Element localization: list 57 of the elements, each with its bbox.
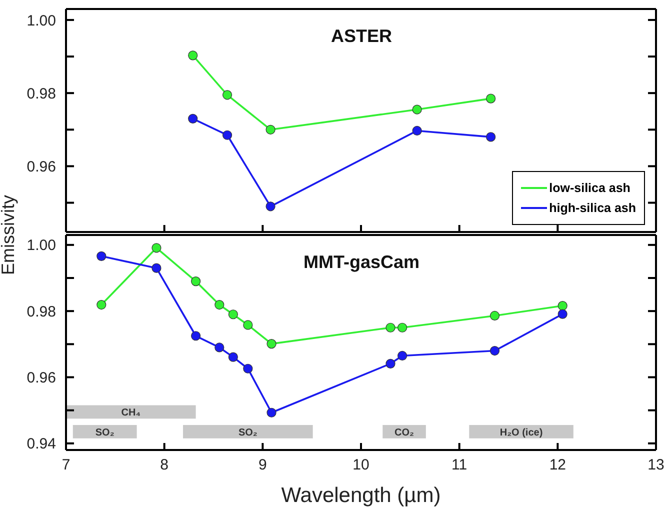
point	[490, 346, 500, 356]
y-tick-label: 0.98	[26, 303, 56, 320]
x-tick-label: 8	[160, 456, 169, 474]
point	[152, 243, 162, 253]
point	[490, 310, 500, 321]
text: MMT-gasCam	[302, 252, 420, 273]
point	[266, 408, 276, 418]
point	[228, 310, 238, 320]
point	[266, 124, 276, 134]
point	[228, 352, 238, 362]
y-tick-label: 0.98	[26, 85, 56, 102]
y-tick-label: 1.00	[26, 12, 56, 30]
point	[96, 300, 106, 310]
point	[558, 309, 568, 319]
y-tick-label: 0.96	[26, 370, 56, 387]
text: ASTER	[330, 26, 393, 47]
x-tick-label: 7	[62, 456, 70, 474]
band-label: SO₂	[95, 427, 114, 438]
point	[558, 300, 568, 311]
point	[191, 276, 201, 286]
point	[243, 320, 253, 330]
y-tick-label: 0.96	[26, 158, 56, 176]
y-tick-label: 1.00	[26, 237, 56, 254]
point	[191, 331, 201, 341]
x-tick-label: 9	[258, 456, 267, 474]
point	[266, 339, 276, 349]
point	[386, 322, 396, 332]
x-tick-label: 12	[549, 456, 566, 474]
point	[152, 263, 162, 273]
point	[266, 202, 276, 212]
y-tick-label: 0.94	[26, 436, 56, 453]
point	[398, 350, 408, 361]
x-tick-label: 13	[648, 456, 664, 474]
point	[96, 251, 106, 261]
point	[214, 300, 224, 310]
point	[398, 322, 408, 332]
band-label: CO₂	[394, 427, 414, 438]
x-tick-label: 11	[452, 456, 468, 474]
x-tick-label: 10	[352, 456, 370, 474]
legend-label: low-silica ash	[549, 180, 630, 197]
point	[412, 126, 422, 136]
point	[188, 114, 198, 124]
band-label: SO₂	[238, 427, 258, 438]
point	[214, 342, 224, 352]
point	[188, 50, 198, 60]
legend-label: high-silica ash	[549, 200, 636, 217]
y-axis-title: Emissivity	[0, 194, 18, 277]
point	[222, 90, 232, 100]
band-label: CH₄	[121, 407, 141, 418]
point	[486, 94, 496, 104]
point	[486, 132, 496, 142]
x-axis-title: Wavelength (µm)	[281, 484, 441, 507]
point	[412, 104, 422, 114]
point	[243, 364, 253, 374]
point	[222, 130, 232, 140]
point	[386, 358, 396, 368]
band-label: H₂O (ice)	[500, 427, 543, 438]
